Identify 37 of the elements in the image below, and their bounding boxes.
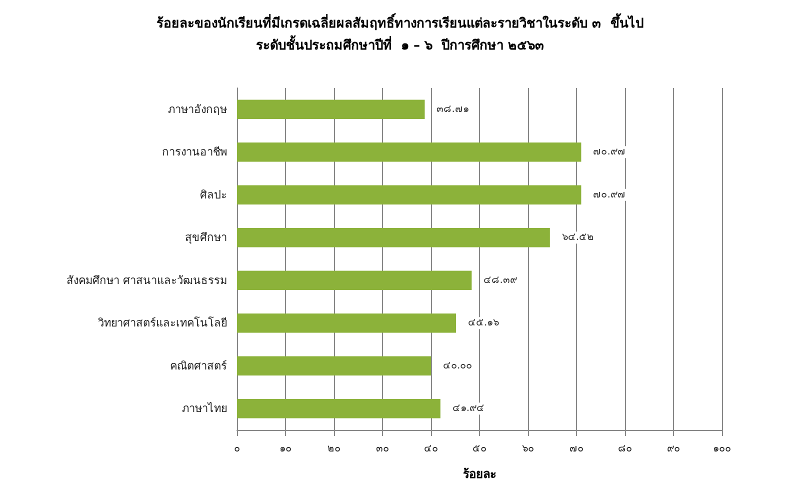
bar xyxy=(237,270,472,290)
x-tick-label: ๔๐ xyxy=(424,444,438,454)
data-label: ๔๕.๑๖ xyxy=(468,318,500,329)
data-label: ๗๐.๙๗ xyxy=(593,146,626,158)
x-tick-label: ๑๐๐ xyxy=(713,444,731,454)
y-tick-label: การงานอาชีพ xyxy=(162,146,227,159)
bar xyxy=(237,314,456,333)
bar xyxy=(237,228,550,248)
x-axis-title: ร้อยละ xyxy=(463,467,496,481)
y-tick-label: ภาษาไทย xyxy=(182,402,227,416)
x-tick-label: ๗๐ xyxy=(570,444,584,454)
x-tick-label: ๙๐ xyxy=(667,444,680,454)
bar xyxy=(237,100,425,119)
y-tick-label: คณิตศาสตร์ xyxy=(170,359,227,372)
y-tick-label: ภาษาอังกฤษ xyxy=(168,102,227,116)
bar xyxy=(237,142,582,162)
y-tick-label: ศิลปะ xyxy=(200,188,227,202)
x-tick-label: ๑๐ xyxy=(280,444,292,454)
bar xyxy=(237,399,440,418)
chart-title: ร้อยละของนักเรียนที่มีเกรดเฉลี่ยผลสัมฤทธิ์ทางการเรียนแต่ละรายวิชาในระดับ ๓ ขึ้นไป ระดับชั้นประถมศึกษาปีที่ ๑ – ๖ ปีการศึกษา ๒๕๖๓ xyxy=(156,12,644,54)
data-label: ๔๑.๙๔ xyxy=(452,403,485,414)
x-tick-label: ๖๐ xyxy=(522,444,534,454)
x-tick-label: ๒๐ xyxy=(328,444,340,454)
y-tick-label: สุขศึกษา xyxy=(185,231,227,244)
bar xyxy=(237,356,431,376)
data-label: ๗๐.๙๗ xyxy=(593,189,626,200)
x-tick-label: ๓๐ xyxy=(376,444,389,454)
data-label: ๖๔.๕๒ xyxy=(562,232,594,244)
x-tick-label: ๕๐ xyxy=(472,444,486,454)
y-tick-label: วิทยาศาสตร์และเทคโนโลยี xyxy=(97,316,227,330)
data-label: ๓๘.๗๑ xyxy=(436,104,469,115)
data-label: ๔๘.๓๙ xyxy=(484,274,517,286)
y-tick-label: สังคมศึกษา ศาสนาและวัฒนธรรม xyxy=(66,274,227,287)
data-label: ๔๐.๐๐ xyxy=(443,360,472,372)
x-tick-label: ๐ xyxy=(234,444,240,454)
x-tick-label: ๘๐ xyxy=(618,444,632,454)
bar xyxy=(237,185,582,204)
